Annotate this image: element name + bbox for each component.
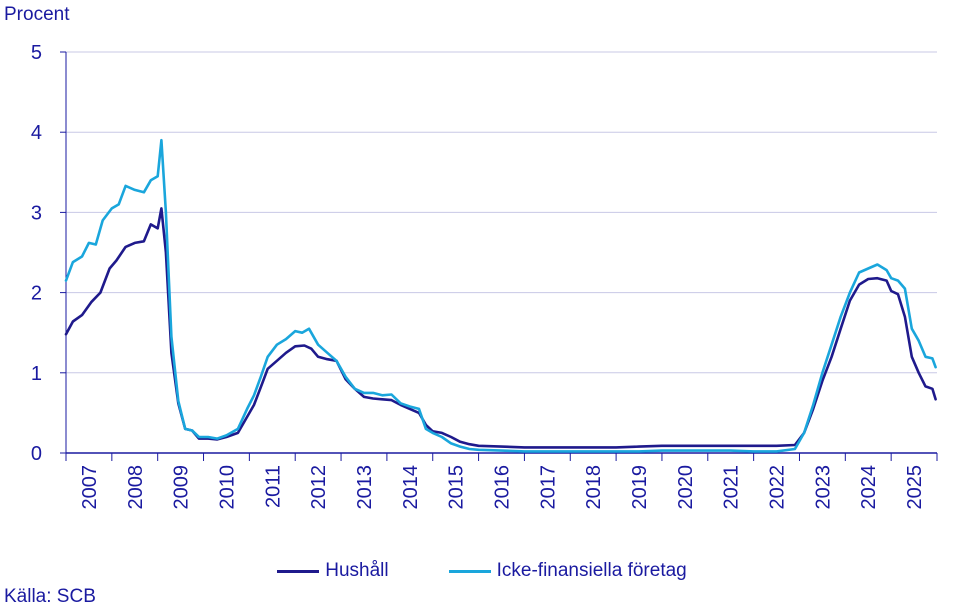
legend: Hushåll Icke-finansiella företag (0, 560, 964, 582)
x-tick-label: 2023 (812, 465, 834, 510)
series-lines (64, 138, 937, 453)
x-tick-label: 2022 (767, 465, 789, 510)
x-tick-label: 2010 (216, 465, 238, 510)
series-line-hushall (64, 207, 937, 449)
x-tick-label: 2018 (583, 465, 605, 510)
x-tick-label: 2012 (308, 465, 330, 510)
y-tick-label: 2 (31, 283, 42, 305)
y-axis: 0 1 2 3 4 5 (31, 42, 67, 465)
x-tick-label: 2015 (446, 465, 468, 510)
y-tick-label: 3 (31, 202, 42, 224)
x-tick-label: 2008 (125, 465, 147, 510)
x-tick-label: 2014 (400, 465, 422, 510)
x-tick-label: 2017 (537, 465, 559, 510)
x-tick-label: 2025 (904, 465, 926, 510)
y-tick-label: 5 (31, 42, 42, 64)
legend-label-hushall: Hushåll (325, 560, 389, 581)
x-tick-label: 2013 (354, 465, 376, 510)
legend-item-icke-finansiella: Icke-finansiella företag (448, 560, 687, 582)
x-tick-label: 2024 (858, 465, 880, 510)
legend-swatch-hushall (277, 569, 320, 573)
source-note: Källa: SCB (4, 586, 96, 607)
grid-lines (66, 51, 937, 374)
y-tick-label: 0 (31, 443, 42, 465)
y-tick-label: 4 (31, 122, 42, 144)
legend-item-hushall: Hushåll (277, 560, 389, 582)
legend-swatch-icke-finansiella (448, 569, 491, 573)
x-tick-label: 2009 (171, 465, 193, 510)
x-axis: 2007 2008 2009 2010 2011 2012 2013 2014 2015 2016… (65, 452, 938, 510)
x-tick-label: 2011 (262, 465, 284, 508)
y-axis-title: Procent (4, 4, 70, 25)
x-tick-label: 2007 (79, 465, 101, 510)
legend-label-icke-finansiella: Icke-finansiella företag (496, 560, 687, 581)
y-tick-label: 1 (31, 363, 42, 385)
x-tick-label: 2020 (675, 465, 697, 510)
x-tick-label: 2016 (492, 465, 514, 510)
x-tick-label: 2021 (721, 465, 743, 510)
series-line-icke-finansiella (64, 138, 937, 453)
x-tick-label: 2019 (629, 465, 651, 510)
